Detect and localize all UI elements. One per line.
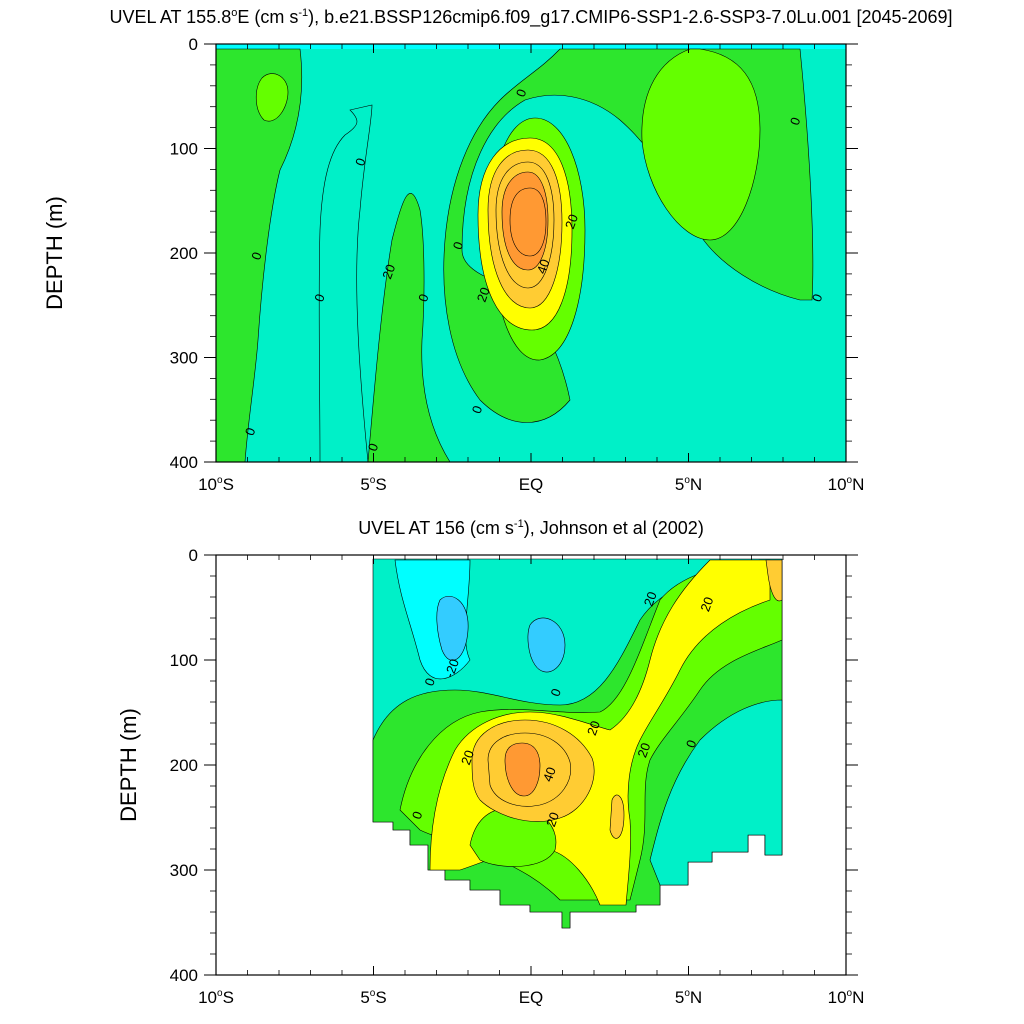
y-tick-label: 300 [170,861,198,880]
panel-1: UVEL AT 155.8oE (cm s-1), b.e21.BSSP126c… [42,7,953,494]
y-tick-label: 400 [170,966,198,985]
panel-2-contour-labels: -20 0 0 0 0 20 20 20 20 20 20 40 [409,590,717,829]
panel-2-contour-field [372,558,783,929]
contour-label: 0 [421,676,438,688]
panel-1-title: UVEL AT 155.8oE (cm s-1), b.e21.BSSP126c… [109,7,952,28]
contour-label: 0 [450,240,467,252]
panel-2-region-jet-gap [469,807,557,867]
x-tick-label: 5oS [360,988,386,1007]
contour-label: 0 [242,426,259,438]
panel-2-region-south-east-negative [649,699,783,886]
panel-1-contour-field [216,44,846,462]
panel-2-region-surface-core [765,559,783,602]
contour-label: 0 [547,686,564,698]
panel-2-region-secondary-core [609,794,625,839]
panel-1-region-strip [318,104,373,462]
contour-label: 0 [409,809,426,821]
y-tick-label: 100 [170,651,198,670]
panel-2-title: UVEL AT 156 (cm s-1), Johnson et al (200… [358,518,704,538]
contour-label: 20 [641,590,660,609]
contour-label: 20 [562,212,581,231]
x-tick-label: 10oN [828,988,865,1007]
y-tick-label: 300 [170,349,198,368]
contour-label: 20 [474,285,493,304]
contour-label: 0 [352,156,369,168]
y-tick-label: 200 [170,244,198,263]
x-tick-label: EQ [519,988,544,1007]
contour-label: 40 [540,765,559,784]
contour-label: 0 [248,250,265,262]
x-tick-label: 5oS [360,475,386,494]
contour-label: 20 [697,595,716,614]
x-tick-label: 10oS [198,475,234,494]
x-tick-label: 10oS [198,988,234,1007]
panel-1-region-left-positive [216,48,303,462]
contour-label: 0 [415,292,432,304]
y-tick-label: 100 [170,140,198,159]
x-tick-label: 5oN [675,475,702,494]
contour-label: 0 [809,292,826,304]
contour-label: 20 [543,810,562,829]
contour-label: 20 [458,748,477,767]
panel-1-jet-contour-45 [509,187,547,257]
contour-label: -20 [442,657,463,680]
contour-label: 40 [534,257,553,276]
panel-1-region-left-core [255,73,289,122]
contour-label: 0 [513,87,530,99]
y-tick-label: 200 [170,756,198,775]
contour-label: 0 [683,738,700,750]
y-tick-label: 0 [189,546,198,565]
panel-2-ylabel: DEPTH (m) [116,708,141,822]
panel-1-region-north-core [641,48,761,241]
y-tick-label: 0 [189,35,198,54]
panel-2-region-jet-40 [504,742,541,797]
contour-label: 0 [787,115,804,127]
y-tick-label: 400 [170,453,198,472]
contour-label: 0 [365,441,382,453]
panel-2: UVEL AT 156 (cm s-1), Johnson et al (200… [116,518,864,1007]
contour-label: 20 [584,719,603,738]
contour-label: 0 [311,292,328,304]
panel-1-ylabel: DEPTH (m) [42,196,67,310]
contour-label: 20 [379,262,398,281]
panel-2-region-westward-core [436,595,469,661]
panel-1-contour-labels: 0 0 0 0 0 0 0 0 0 0 0 20 20 20 40 [242,87,826,453]
panel-2-region-westward-core-2 [527,617,566,673]
panel-1-region-mid-positive [367,193,451,462]
contour-label: 0 [469,404,486,416]
x-tick-label: 10oN [828,475,865,494]
contour-label: 20 [634,741,653,760]
x-tick-label: 5oN [675,988,702,1007]
x-tick-label: EQ [519,475,544,494]
